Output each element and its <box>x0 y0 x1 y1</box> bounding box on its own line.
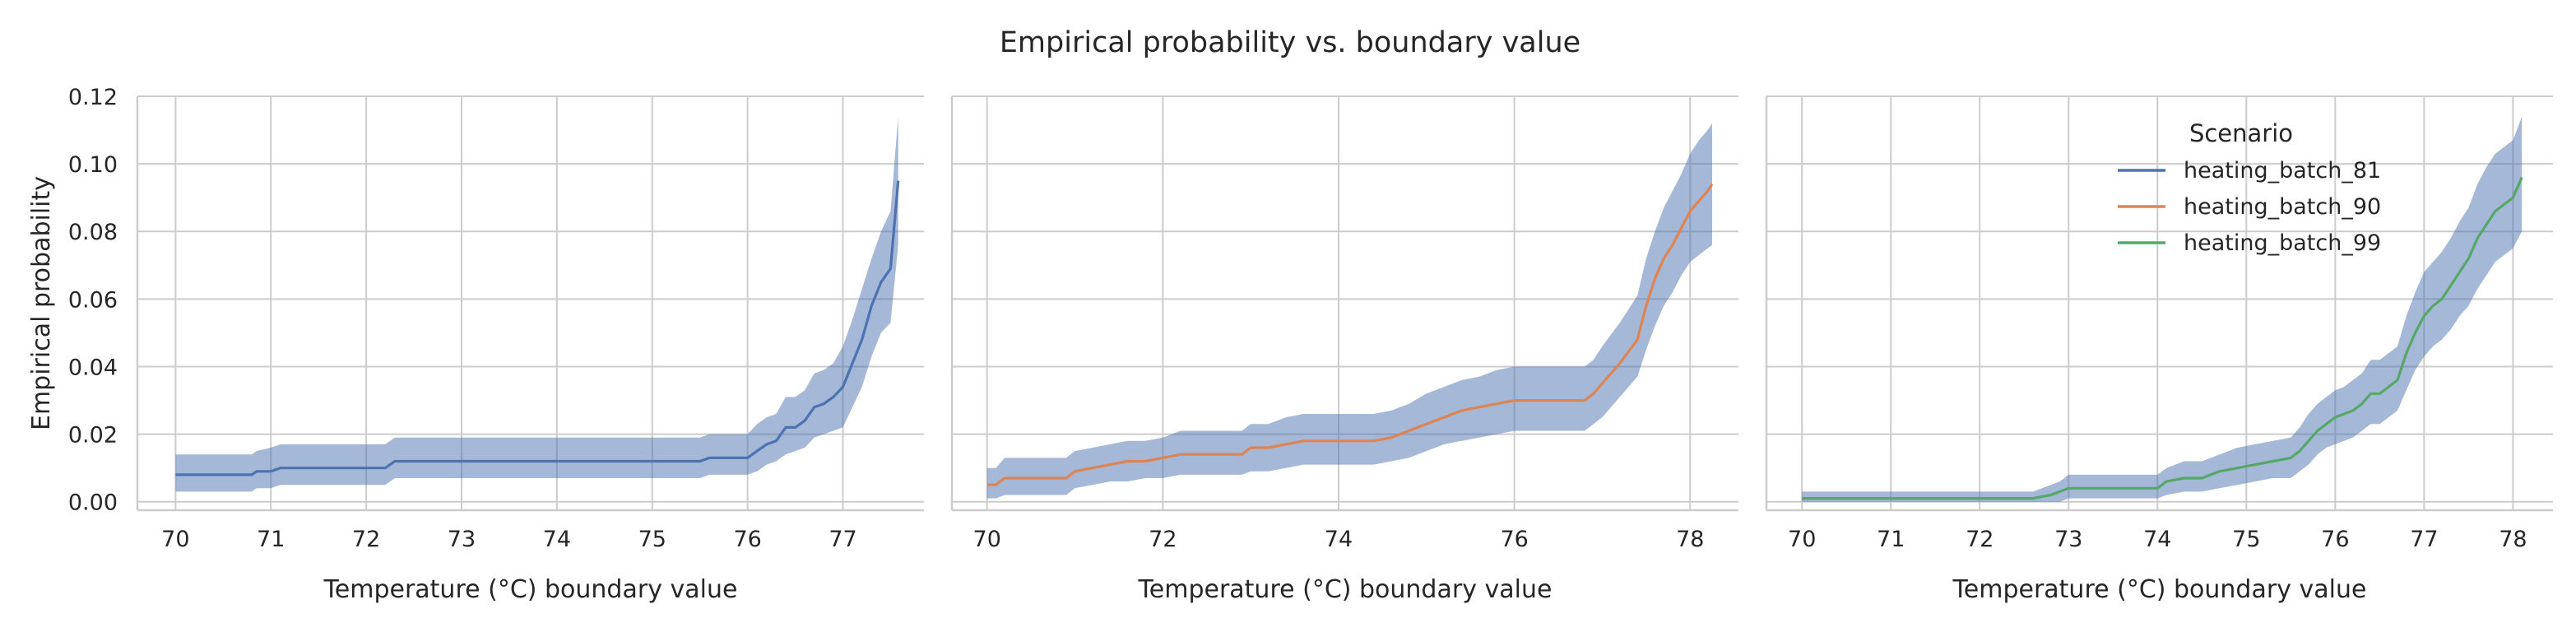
x-tick-label: 72 <box>352 527 380 552</box>
x-tick-label: 78 <box>2499 527 2527 552</box>
legend-title: Scenario <box>2189 119 2293 147</box>
series-line <box>175 180 900 476</box>
x-tick-label: 78 <box>1676 527 1704 552</box>
legend-label: heating_batch_90 <box>2184 194 2381 220</box>
x-tick-label: 72 <box>1149 527 1177 552</box>
confidence-band <box>175 116 898 492</box>
x-tick-label: 74 <box>1325 527 1353 552</box>
x-tick-label: 71 <box>1877 527 1905 552</box>
legend-label: heating_batch_81 <box>2184 158 2381 184</box>
x-tick-label: 73 <box>2054 527 2082 552</box>
x-tick-label: 74 <box>543 527 571 552</box>
confidence-band <box>986 123 1712 499</box>
x-axis-label: Temperature (°C) boundary value <box>1952 575 2367 604</box>
series-line <box>1802 176 2523 500</box>
y-tick-label: 0.12 <box>68 85 118 110</box>
panel-2: 70 72 74 76 78 Temperature (°C) boundary valu… <box>950 95 1738 604</box>
figure-title: Empirical probability vs. boundary value <box>1000 26 1580 59</box>
y-tick-label: 0.06 <box>68 287 118 313</box>
legend: Scenario heating_batch_81 heating_batch_90… <box>2118 119 2381 256</box>
x-tick-label: 76 <box>1500 527 1528 552</box>
x-axis-label: Temperature (°C) boundary value <box>1138 575 1553 604</box>
panel-1: 70 71 72 73 74 75 76 77 0.00 0.02 0.04 0.06 0.08 0.10… <box>27 85 924 604</box>
x-tick-label: 70 <box>161 527 189 552</box>
panel-3: 70 71 72 73 74 75 76 77 78 Temperature (°C) bound… <box>1765 95 2553 604</box>
x-tick-label: 77 <box>828 527 856 552</box>
x-tick-label: 76 <box>733 527 761 552</box>
x-tick-label: 72 <box>1966 527 1993 552</box>
y-tick-label: 0.00 <box>68 490 118 516</box>
confidence-band <box>1802 116 2523 502</box>
panels: 70 71 72 73 74 75 76 77 0.00 0.02 0.04 0.06 0.08 0.10… <box>27 85 2553 604</box>
y-tick-label: 0.04 <box>68 355 118 380</box>
x-tick-label: 73 <box>448 527 476 552</box>
y-tick-label: 0.08 <box>68 220 118 245</box>
y-tick-label: 0.10 <box>68 152 118 178</box>
x-axis-label: Temperature (°C) boundary value <box>323 575 738 604</box>
x-tick-label: 76 <box>2321 527 2349 552</box>
series-line <box>986 183 1714 486</box>
x-tick-label: 70 <box>1788 527 1816 552</box>
x-tick-label: 70 <box>973 527 1001 552</box>
x-tick-label: 77 <box>2410 527 2438 552</box>
y-axis-label: Empirical probability <box>27 176 56 430</box>
x-tick-label: 71 <box>257 527 285 552</box>
legend-label: heating_batch_99 <box>2184 230 2381 256</box>
x-tick-label: 75 <box>638 527 666 552</box>
x-tick-label: 75 <box>2232 527 2260 552</box>
x-tick-label: 74 <box>2143 527 2171 552</box>
y-tick-label: 0.02 <box>68 423 118 448</box>
